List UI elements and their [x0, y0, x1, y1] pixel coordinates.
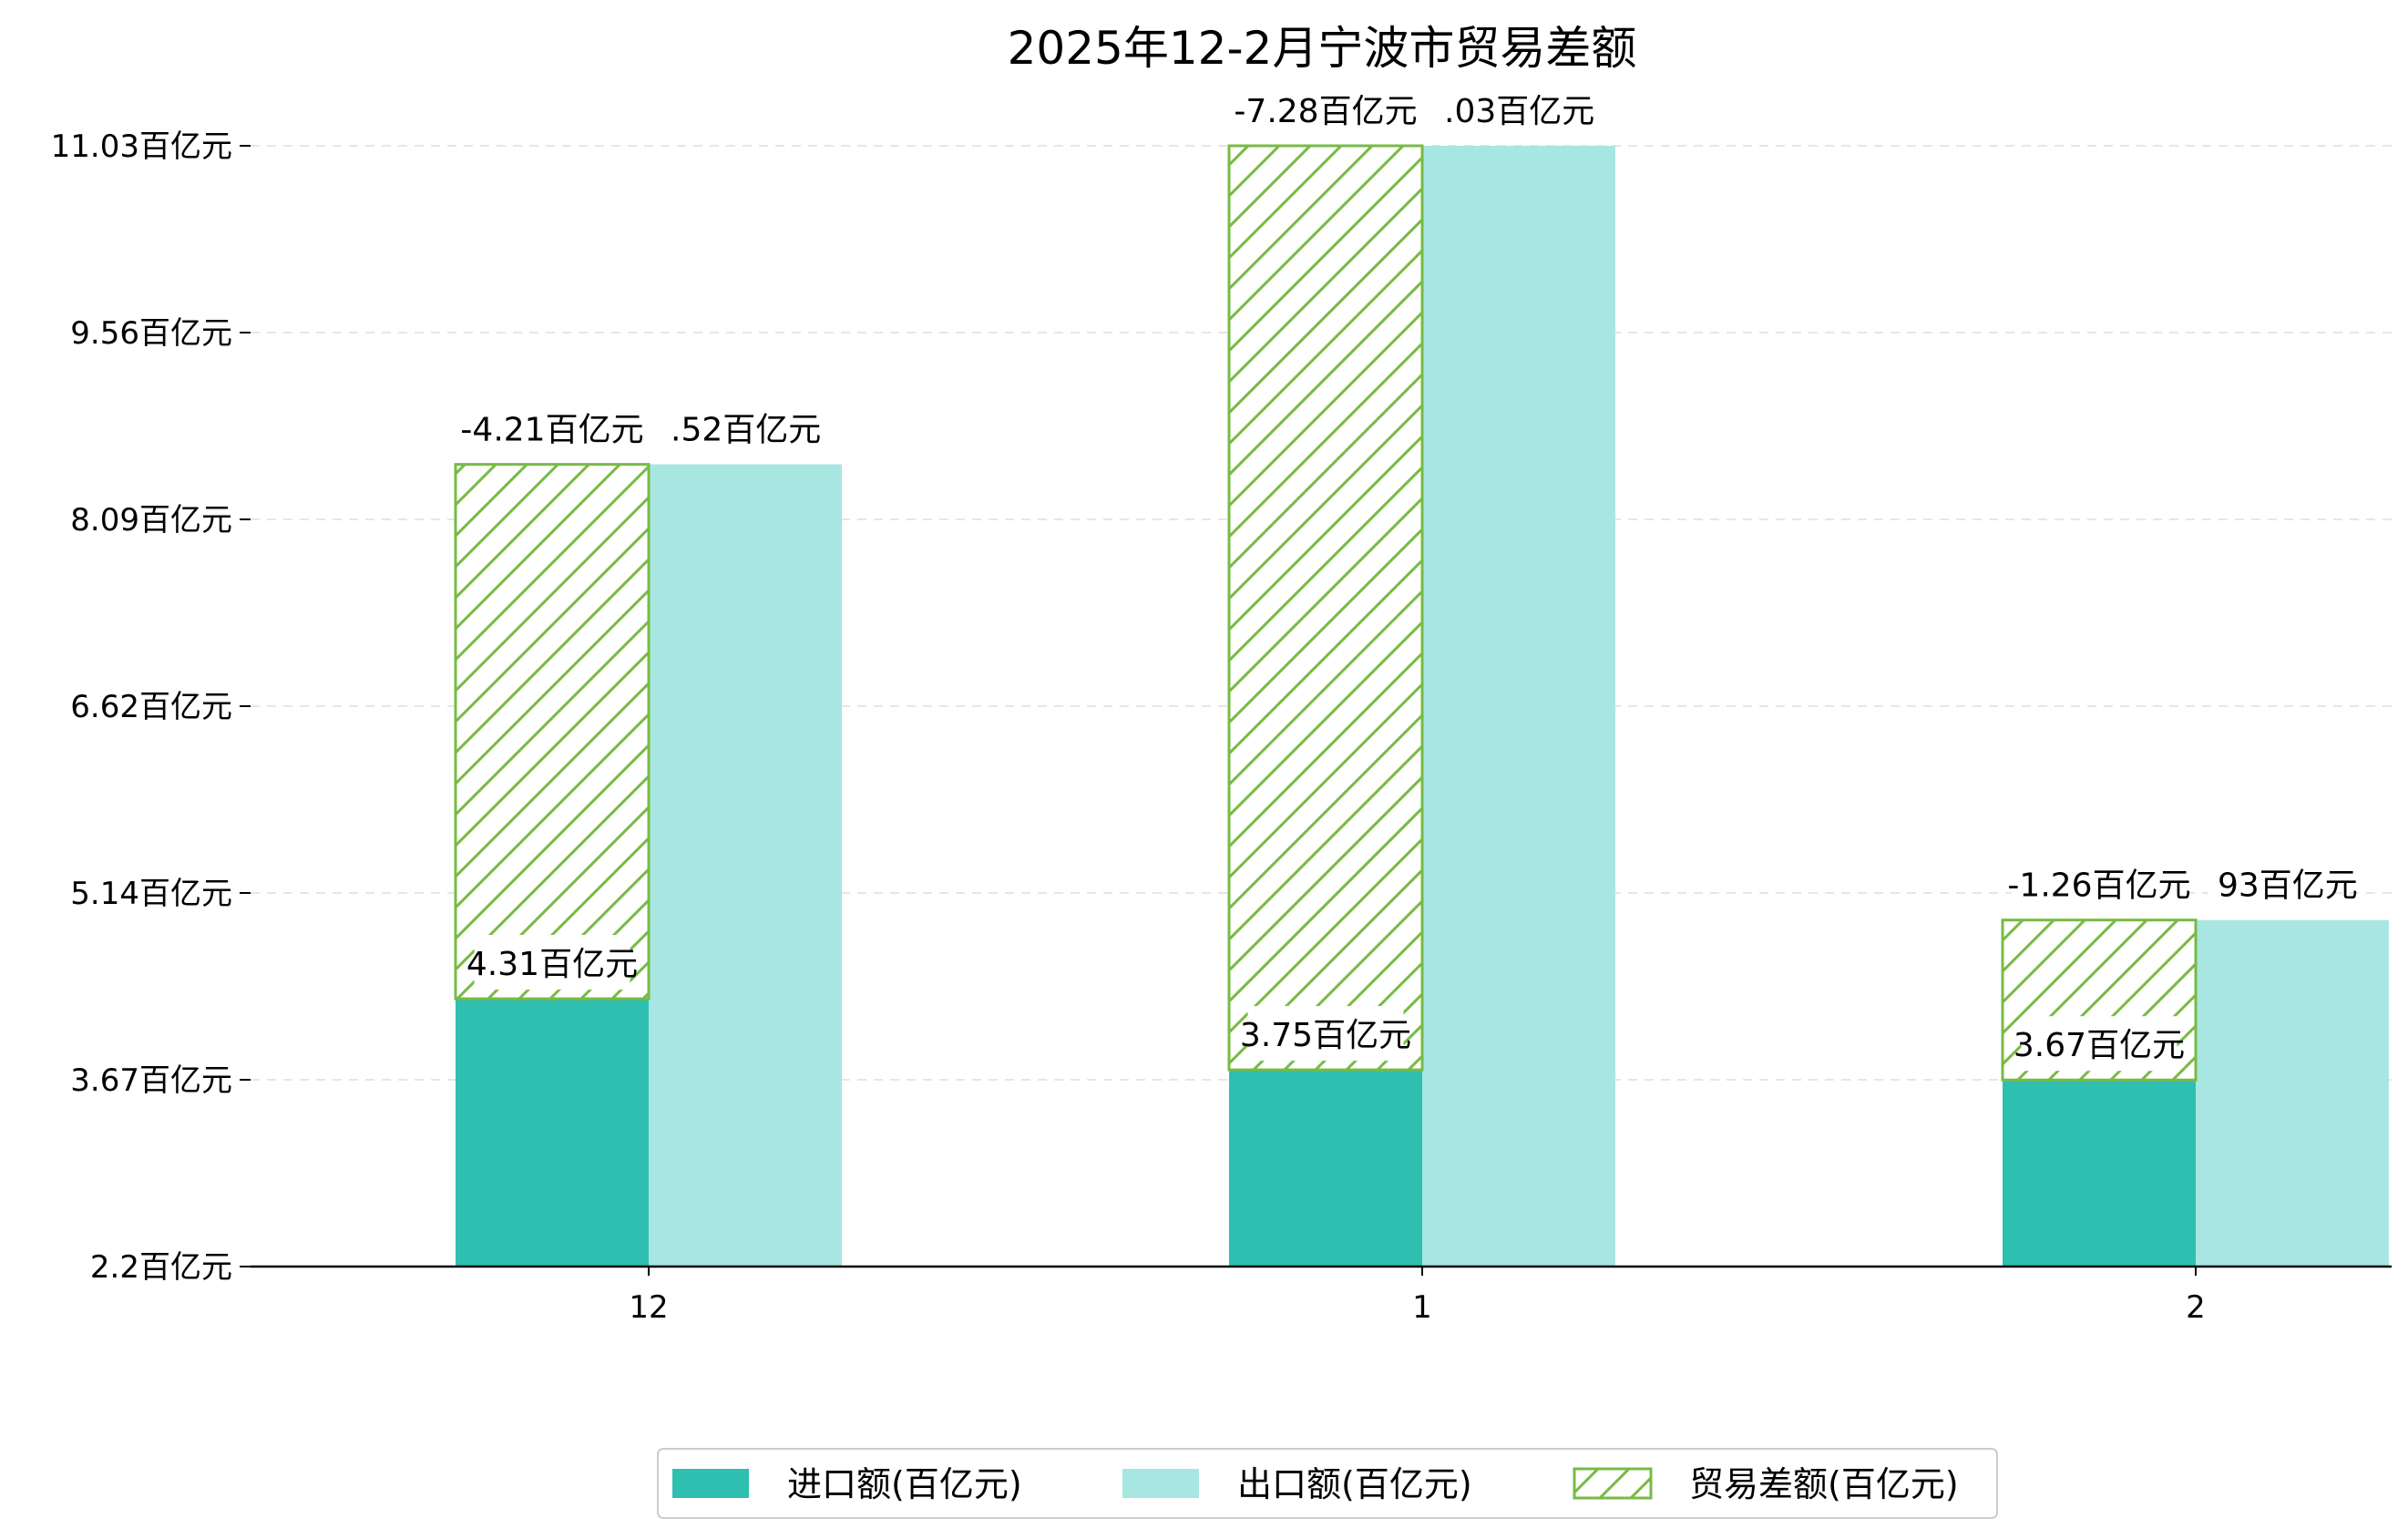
y-tick-label: 9.56百亿元 — [70, 315, 232, 352]
axes-group: 2.2百亿元 3.67百亿元 5.14百亿元 6.62百亿元 8.09百亿元 9.56百亿… — [51, 128, 2392, 1326]
x-tick-label: 2 — [2186, 1289, 2206, 1326]
y-tick-label: 8.09百亿元 — [70, 502, 232, 539]
legend-swatch — [1122, 1469, 1199, 1498]
import-bar — [1229, 1070, 1422, 1267]
legend-label: 进口额(百亿元) — [787, 1464, 1022, 1504]
balance-data-label: -4.21百亿元 — [460, 412, 643, 449]
balance-bar — [1227, 144, 1424, 1072]
export-bar — [1422, 146, 1615, 1267]
data-labels-group: -4.21百亿元 .52百亿元 4.31百亿元 -7.28百亿元 .03百亿元 3.75百… — [460, 82, 2358, 1072]
import-data-label-bg — [1247, 1006, 1404, 1062]
legend-label: 贸易差额(百亿元) — [1689, 1464, 1959, 1504]
export-data-label-bg — [1435, 82, 1572, 137]
import-data-label: 3.75百亿元 — [1240, 1017, 1411, 1054]
x-tick-label: 1 — [1412, 1289, 1432, 1326]
export-data-label-bg — [661, 400, 798, 456]
import-data-label-bg — [2021, 1016, 2177, 1072]
export-data-label: .52百亿元 — [671, 412, 821, 449]
legend-box — [657, 1448, 1998, 1519]
balance-data-label-bg — [1238, 82, 1413, 137]
balance-data-label-bg — [2012, 856, 2187, 911]
import-data-label-bg — [474, 935, 630, 990]
import-bar — [2003, 1080, 2196, 1267]
y-tick-label: 5.14百亿元 — [70, 876, 232, 912]
import-data-label: 3.67百亿元 — [2013, 1027, 2185, 1064]
y-tick-label: 2.2百亿元 — [90, 1249, 232, 1286]
x-tick-label: 12 — [629, 1289, 668, 1326]
y-tick-label: 11.03百亿元 — [51, 128, 232, 165]
chart-title: 2025年12-2月宁波市贸易差额 — [1008, 22, 1637, 75]
import-data-label: 4.31百亿元 — [466, 946, 638, 983]
legend-swatch — [672, 1469, 749, 1498]
balance-data-label: -1.26百亿元 — [2007, 867, 2190, 905]
legend: 进口额(百亿元) 出口额(百亿元) 贸易差额(百亿元) — [657, 1448, 1998, 1519]
export-bar — [649, 464, 842, 1267]
bars-group — [454, 144, 2389, 1267]
export-data-label-bg — [2208, 856, 2326, 911]
y-tick-label: 3.67百亿元 — [70, 1062, 232, 1099]
balance-data-label-bg — [465, 400, 640, 456]
export-data-label: .03百亿元 — [1444, 93, 1594, 130]
export-bar — [2196, 919, 2389, 1267]
y-tick-label: 6.62百亿元 — [70, 689, 232, 725]
export-data-label: 93百亿元 — [2218, 867, 2358, 905]
legend-swatch — [1573, 1467, 1653, 1500]
legend-label: 出口额(百亿元) — [1237, 1464, 1472, 1504]
balance-data-label: -7.28百亿元 — [1234, 93, 1417, 130]
balance-bar — [454, 463, 651, 1000]
import-bar — [456, 999, 649, 1267]
